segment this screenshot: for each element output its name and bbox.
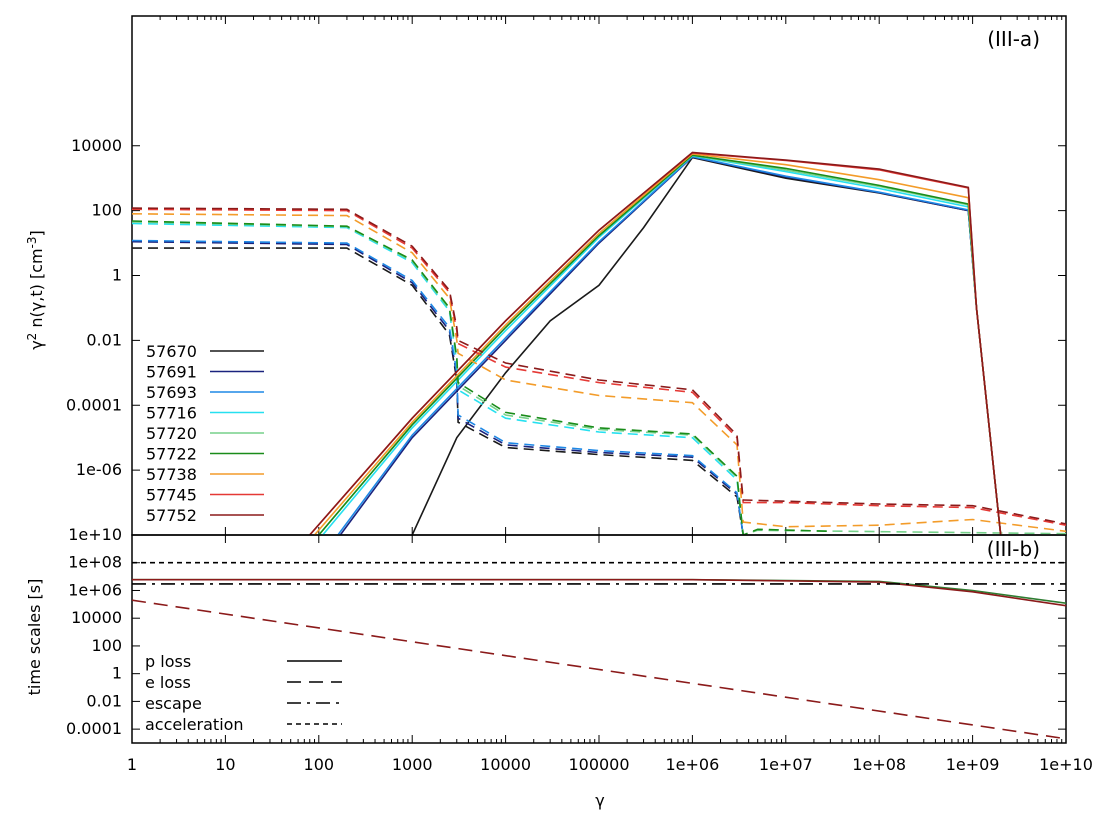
series-57720-electron — [132, 221, 1066, 535]
legend-label-57670: 57670 — [146, 342, 197, 361]
x-tick-label: 1e+10 — [1039, 755, 1093, 774]
series-57722-electron — [132, 220, 831, 535]
x-tick-label: 100000 — [568, 755, 629, 774]
legend-label-57720: 57720 — [146, 424, 197, 443]
x-tick-label: 1e+08 — [852, 755, 906, 774]
y-tick-label: 1 — [112, 266, 122, 285]
y-tick-label: 10000 — [71, 136, 122, 155]
timescale-e-loss-2 — [132, 599, 1066, 740]
x-tick-label: 1000 — [392, 755, 433, 774]
x-tick-label: 10000 — [480, 755, 531, 774]
series-57722-proton — [318, 154, 1002, 535]
ylabel-mid: n(γ,t) [cm — [27, 248, 46, 332]
panel-III-b-label: (III-b) — [987, 537, 1040, 561]
x-tick-label: 100 — [304, 755, 335, 774]
x-tick-label: 1e+07 — [759, 755, 813, 774]
panel-III-a-label: (III-a) — [987, 27, 1040, 51]
y-tick-label: 0.0001 — [66, 719, 122, 738]
panel-III-b-ylabel: time scales [s] — [25, 579, 44, 696]
y-tick-label: 1e+08 — [68, 553, 122, 572]
series-57670-electron — [132, 247, 744, 535]
timescale-p-loss-1 — [132, 578, 1066, 607]
series-57693-electron — [132, 239, 744, 535]
y-tick-label: 1e+06 — [68, 580, 122, 599]
legend-label-57745: 57745 — [146, 486, 197, 505]
y-tick-label: 1e+10 — [68, 525, 122, 544]
panel-III-b-frame — [131, 534, 1067, 744]
series-57720-proton — [318, 154, 1002, 535]
y-tick-label: 10000 — [71, 608, 122, 627]
series-57693-proton — [337, 155, 1002, 535]
y-tick-label: 0.01 — [86, 691, 122, 710]
ylabel-gamma: γ — [27, 340, 46, 349]
series-57691-electron — [132, 240, 744, 535]
panel-III-a-frame — [131, 15, 1067, 536]
series-57752-electron — [132, 207, 1066, 525]
legend-label-e-loss: e loss — [145, 673, 191, 692]
x-tick-labels: 1 10 100 1000 10000 100000 1e+06 1e+07 1e+08 1e+0… — [127, 755, 1093, 774]
panel-III-b: 1e+10 1e+08 1e+06 10000 100 1 0.01 0.0001 p loss… — [66, 525, 1067, 744]
legend-label-acceleration: acceleration — [145, 715, 244, 734]
x-tick-label: 1 — [127, 755, 137, 774]
ylabel-sup: 2 — [25, 333, 39, 341]
y-tick-label: 1 — [112, 664, 122, 683]
y-tick-label: 1e-06 — [76, 460, 122, 479]
series-57738-proton — [313, 153, 1002, 535]
ylabel-sup2: -3 — [25, 236, 39, 248]
panel-III-a: 1000010010.010.00011e-065767057691576935… — [66, 15, 1067, 536]
legend-label-57752: 57752 — [146, 506, 197, 525]
panel-III-a-ylabel: γ2 n(γ,t) [cm-3] — [25, 230, 46, 350]
legend-label-57691: 57691 — [146, 363, 197, 382]
x-axis-title: γ — [595, 791, 604, 810]
x-tick-label: 1e+09 — [946, 755, 1000, 774]
series-57752-proton — [309, 151, 1002, 535]
legend-label-p-loss: p loss — [145, 652, 191, 671]
panel-III-a-curves — [132, 151, 1066, 535]
panel-III-b-legend: p loss e loss escape acceleration — [145, 652, 342, 734]
series-57716-proton — [322, 154, 1002, 535]
x-tick-label: 1e+06 — [666, 755, 720, 774]
x-tick-label: 10 — [215, 755, 235, 774]
legend-label-57693: 57693 — [146, 383, 197, 402]
legend-label-57722: 57722 — [146, 445, 197, 464]
series-57691-proton — [339, 156, 1002, 535]
series-57716-electron — [132, 222, 744, 535]
y-tick-label: 100 — [91, 636, 122, 655]
legend-label-57716: 57716 — [146, 404, 197, 423]
panel-III-b-curves — [132, 561, 1066, 740]
series-57745-electron — [132, 208, 1066, 526]
y-tick-label: 0.01 — [86, 330, 122, 349]
legend-label-escape: escape — [145, 694, 202, 713]
ylabel-end: ] — [27, 230, 46, 236]
series-57738-electron — [132, 213, 1066, 533]
legend-label-57738: 57738 — [146, 465, 197, 484]
y-tick-label: 0.0001 — [66, 395, 122, 414]
y-tick-label: 100 — [91, 201, 122, 220]
